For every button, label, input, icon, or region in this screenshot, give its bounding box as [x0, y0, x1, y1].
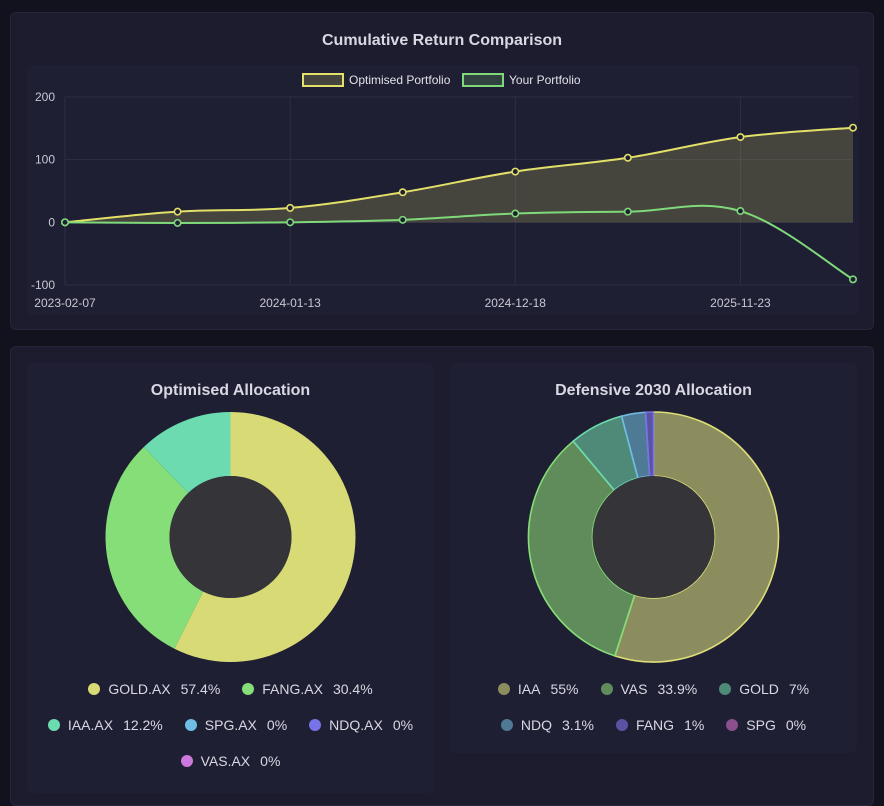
legend-label[interactable]: Optimised Portfolio	[349, 73, 451, 87]
donut-slice[interactable]	[143, 412, 231, 494]
data-point[interactable]	[286, 203, 295, 212]
legend-row: GOLD.AX 57.4% FANG.AX 30.4%	[27, 681, 434, 697]
legend-value: 12.2%	[123, 717, 163, 733]
legend-item[interactable]: NDQ.AX 0%	[309, 717, 413, 733]
legend-value: 30.4%	[332, 681, 373, 697]
legend-dot	[184, 719, 197, 731]
legend-item[interactable]: IAA.AX 12.2%	[47, 717, 163, 733]
legend-item[interactable]: GOLD 7%	[719, 681, 809, 697]
legend-row: VAS.AX 0%	[27, 753, 434, 769]
legend-label: IAA.AX	[67, 717, 114, 733]
legend-dot	[719, 683, 732, 695]
legend-label: GOLD.AX	[108, 681, 171, 697]
legend-item[interactable]: NDQ 3.1%	[500, 717, 594, 733]
donut-slice[interactable]	[105, 446, 204, 649]
data-point[interactable]	[60, 218, 69, 227]
legend-item[interactable]: SPG 0%	[726, 717, 806, 733]
legend-label: SPG	[746, 717, 776, 733]
data-point[interactable]	[173, 218, 182, 227]
donut-hole	[169, 476, 292, 598]
data-point[interactable]	[398, 188, 407, 197]
data-point[interactable]	[848, 275, 857, 284]
legend-value: 0%	[392, 717, 414, 733]
legend-item[interactable]: SPG.AX 0%	[184, 717, 288, 733]
optimised-allocation-card: Optimised Allocation GOLD.AX 57.4% FANG.AX…	[27, 363, 434, 793]
data-point[interactable]	[736, 207, 745, 216]
y-tick-label: 200	[35, 90, 55, 104]
legend-label: FANG	[635, 717, 675, 733]
data-point[interactable]	[736, 133, 745, 142]
legend-item[interactable]: GOLD.AX 57.4%	[88, 681, 220, 697]
legend-swatch[interactable]	[462, 73, 504, 87]
legend-dot	[600, 683, 613, 695]
legend-dot	[180, 755, 193, 767]
legend-dot	[88, 683, 101, 695]
data-point[interactable]	[848, 123, 857, 132]
legend-item[interactable]: IAA 55%	[497, 681, 579, 697]
data-point[interactable]	[173, 207, 182, 216]
legend-value: 3.1%	[562, 717, 594, 733]
legend-value: 33.9%	[657, 681, 698, 697]
legend-value: 7%	[788, 681, 810, 697]
legend-item[interactable]: FANG.AX 30.4%	[242, 681, 373, 697]
legend-dot	[47, 719, 60, 731]
donut-hole	[592, 476, 715, 598]
x-tick-label: 2025-11-23	[710, 296, 771, 310]
donut-slice[interactable]	[174, 412, 356, 662]
y-tick-label: -100	[31, 278, 55, 292]
x-tick-label: 2024-01-13	[259, 296, 321, 310]
data-point[interactable]	[398, 215, 407, 224]
allocation-panel: Optimised Allocation GOLD.AX 57.4% FANG.AX…	[10, 346, 874, 806]
line-chart-title: Cumulative Return Comparison	[321, 32, 563, 49]
data-point[interactable]	[511, 209, 520, 218]
legend-label: GOLD	[739, 681, 779, 697]
cumulative-return-panel: Cumulative Return Comparison 200 100 0 -100…	[10, 12, 874, 330]
legend-item[interactable]: VAS.AX 0%	[180, 753, 281, 769]
line-chart-card: 200 100 0 -100 2023-02-07 2024-01-13 2024-12-1…	[27, 65, 859, 315]
legend-swatch[interactable]	[302, 73, 344, 87]
legend-value: 55%	[550, 681, 579, 697]
legend-dot	[500, 719, 513, 731]
legend-label: NDQ	[520, 717, 553, 733]
legend-label: VAS	[620, 681, 648, 697]
legend-dot	[242, 683, 255, 695]
legend-row: IAA.AX 12.2% SPG.AX 0% NDQ.AX 0%	[27, 717, 434, 733]
data-point[interactable]	[511, 167, 520, 176]
data-point[interactable]	[623, 153, 632, 162]
legend-row: IAA 55% VAS 33.9% GOLD 7%	[450, 681, 857, 697]
y-tick-label: 0	[48, 215, 55, 229]
legend-item[interactable]: VAS 33.9%	[600, 681, 698, 697]
data-point[interactable]	[623, 207, 632, 216]
optimised-area-fill	[65, 127, 853, 223]
legend-value: 57.4%	[180, 681, 221, 697]
legend-label[interactable]: Your Portfolio	[509, 73, 581, 87]
series-line	[64, 126, 854, 224]
defensive-allocation-title: Defensive 2030 Allocation	[555, 382, 752, 399]
optimised-allocation-donut	[105, 412, 356, 662]
legend-value: 0%	[260, 753, 281, 769]
legend-label: FANG.AX	[262, 681, 323, 697]
legend-label: SPG.AX	[204, 717, 257, 733]
defensive-allocation-donut	[527, 411, 780, 663]
legend-label: IAA	[517, 681, 541, 697]
x-tick-label: 2024-12-18	[485, 296, 547, 310]
data-point[interactable]	[286, 218, 295, 227]
legend-dot	[726, 719, 739, 731]
legend-value: 0%	[785, 717, 807, 733]
legend-item[interactable]: FANG 1%	[615, 717, 705, 733]
x-tick-label: 2023-02-07	[34, 296, 96, 310]
legend-value: 0%	[266, 717, 288, 733]
legend-row: NDQ 3.1% FANG 1% SPG 0%	[450, 717, 857, 733]
legend-value: 1%	[684, 717, 705, 733]
optimised-allocation-title: Optimised Allocation	[150, 382, 311, 399]
y-tick-label: 100	[35, 153, 55, 167]
cumulative-return-chart: 200 100 0 -100 2023-02-07 2024-01-13 2024-12-1…	[31, 73, 857, 310]
legend-dot	[615, 719, 628, 731]
legend-label: VAS.AX	[200, 753, 251, 769]
legend-label: NDQ.AX	[329, 717, 383, 733]
defensive-allocation-card: Defensive 2030 Allocation IAA 55% VAS 33.9%…	[450, 363, 857, 753]
legend-dot	[497, 683, 510, 695]
legend-dot	[309, 719, 322, 731]
